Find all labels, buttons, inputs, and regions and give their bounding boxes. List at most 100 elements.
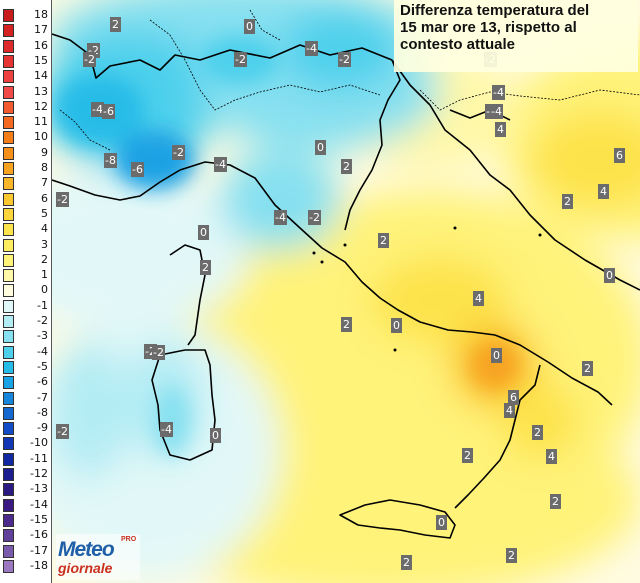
map-value-marker: 4: [598, 184, 609, 199]
legend-label: 14: [34, 69, 48, 83]
legend-swatch: [3, 100, 14, 114]
legend-label: -15: [30, 512, 48, 526]
legend-label: -14: [30, 497, 48, 511]
map-value-marker: 4: [495, 122, 506, 137]
map-value-marker: 0: [198, 225, 209, 240]
legend-label: -18: [30, 558, 48, 572]
map-value-marker: 0: [491, 348, 502, 363]
legend-swatch: [3, 529, 14, 543]
legend-swatch: [3, 223, 14, 237]
legend-entry: 18: [0, 8, 51, 22]
legend-label: 7: [41, 176, 48, 190]
legend-entry: -14: [0, 498, 51, 512]
legend-entry: -17: [0, 544, 51, 558]
legend-entry: 0: [0, 283, 51, 298]
legend-swatch: [3, 131, 14, 145]
map-value-marker: 6: [508, 390, 519, 405]
legend-label: -12: [30, 467, 48, 480]
legend-label: 17: [34, 23, 48, 37]
legend-swatch: [3, 238, 14, 252]
legend-label: -10: [30, 436, 48, 450]
legend-label: -13: [30, 482, 48, 496]
legend-swatch: [3, 315, 14, 328]
legend-label: 3: [41, 237, 48, 251]
legend-label: -4: [37, 344, 48, 358]
legend-label: -17: [30, 543, 48, 557]
legend-label: 0: [41, 283, 48, 297]
legend-swatch: [3, 269, 14, 283]
title-line-1: Differenza temperatura del: [400, 2, 590, 19]
legend-swatch: [3, 284, 14, 298]
legend-swatch: [3, 406, 14, 420]
map-value-marker: -4: [160, 422, 173, 437]
map-value-marker: -6: [102, 104, 115, 119]
legend-label: 9: [41, 145, 48, 159]
legend-label: 10: [34, 130, 48, 144]
legend-entry: -1: [0, 299, 51, 313]
legend-label: -8: [37, 405, 48, 419]
legend-entry: 5: [0, 207, 51, 221]
legend-swatch: [3, 192, 14, 206]
legend-label: 6: [41, 191, 48, 205]
legend-entry: 9: [0, 146, 51, 160]
legend-entry: -4: [0, 345, 51, 359]
logo-text-giornale: giornale: [58, 560, 113, 576]
map-value-marker: -6: [131, 162, 144, 177]
legend-swatch: [3, 422, 14, 436]
map-value-marker: 4: [504, 403, 515, 418]
legend-entry: 8: [0, 161, 51, 175]
legend-entry: -18: [0, 559, 51, 573]
legend-label: 11: [34, 115, 48, 129]
map-value-marker: -4: [305, 41, 318, 56]
map-value-marker: -4: [492, 85, 505, 100]
legend-entry: 13: [0, 85, 51, 99]
legend-label: 16: [34, 38, 48, 52]
legend-entry: -2: [0, 314, 51, 328]
map-value-marker: 4: [473, 291, 484, 306]
map-value-marker: 0: [244, 19, 255, 34]
legend-entry: -16: [0, 528, 51, 543]
legend-swatch: [3, 253, 14, 267]
legend-label: 2: [41, 252, 48, 266]
legend-entry: 14: [0, 69, 51, 84]
legend-swatch: [3, 559, 14, 573]
legend-entry: 4: [0, 222, 51, 237]
legend-label: -9: [37, 421, 48, 435]
legend-swatch: [3, 146, 14, 160]
legend-label: -7: [37, 390, 48, 404]
legend-swatch: [3, 345, 14, 359]
map-value-marker: 0: [436, 515, 447, 530]
map-value-marker: 0: [315, 140, 326, 155]
color-scale-legend: 18 17 16 15 14 13 12 11 10 9 8 7 6 5 4 3 2 1 0 -1 -2 -3 -4 -5 -6…: [0, 0, 52, 583]
legend-label: 8: [41, 161, 48, 174]
legend-swatch: [3, 85, 14, 99]
map-value-marker: 4: [546, 449, 557, 464]
map-value-marker: 2: [378, 233, 389, 248]
legend-swatch: [3, 162, 14, 175]
map-value-marker: 2: [532, 425, 543, 440]
map-value-marker: 2: [562, 194, 573, 209]
legend-swatch: [3, 54, 14, 68]
map-value-marker: 2: [110, 17, 121, 32]
logo-text-pro: PRO: [121, 536, 137, 543]
legend-swatch: [3, 468, 14, 481]
legend-entry: -3: [0, 329, 51, 344]
map-value-marker: 2: [341, 159, 352, 174]
legend-label: -16: [30, 528, 48, 542]
legend-swatch: [3, 360, 14, 374]
title-line-2: 15 mar ore 13, rispetto al: [400, 19, 577, 36]
map-value-marker: -4: [91, 102, 104, 117]
map-value-marker: 2: [401, 555, 412, 570]
legend-entry: -11: [0, 452, 51, 466]
legend-label: 18: [34, 8, 48, 21]
map-value-marker: -2: [83, 52, 96, 67]
legend-label: 4: [41, 222, 48, 236]
legend-label: -2: [37, 314, 48, 327]
legend-entry: 16: [0, 39, 51, 53]
legend-entry: 10: [0, 130, 51, 145]
map-value-marker: 6: [614, 148, 625, 163]
legend-entry: -5: [0, 360, 51, 374]
legend-entry: -12: [0, 467, 51, 481]
legend-swatch: [3, 207, 14, 221]
